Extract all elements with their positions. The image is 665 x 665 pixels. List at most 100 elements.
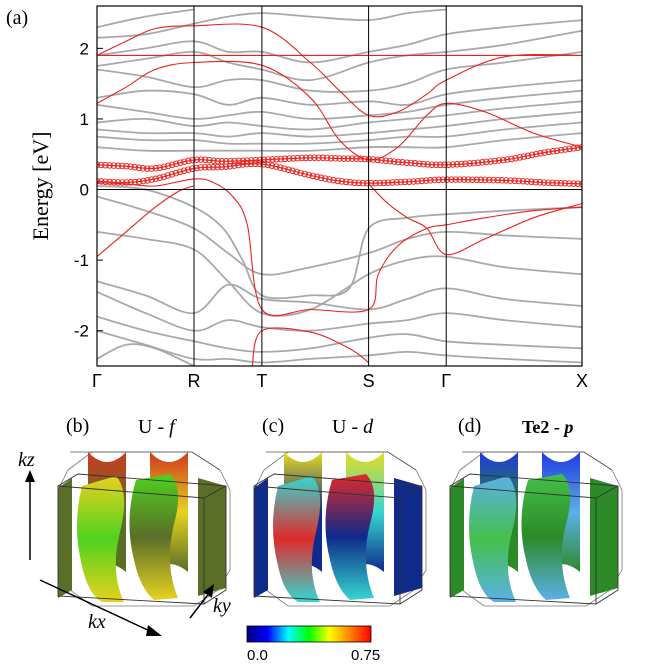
band-weight-marker	[512, 154, 519, 162]
y-tick-label: -1	[74, 251, 89, 270]
kx-axis	[39, 579, 162, 636]
fermi-surface-te2-p	[449, 451, 623, 607]
gray-band-line	[97, 51, 582, 93]
band-weight-marker	[416, 160, 423, 167]
band-weight-marker	[256, 156, 264, 164]
band-weight-marker	[393, 179, 400, 186]
band-weight-marker	[395, 158, 402, 166]
band-weight-marker	[185, 157, 192, 165]
band-weight-marker	[486, 176, 493, 184]
band-weight-marker	[536, 179, 544, 186]
band-weight-marker	[148, 176, 155, 183]
band-weight-marker	[276, 164, 284, 171]
panel-label-d: (d)	[458, 415, 481, 437]
fermi-sheet	[325, 474, 375, 600]
fermi-sheet	[273, 476, 321, 602]
band-weight-marker	[322, 175, 329, 182]
band-weight-marker	[127, 179, 134, 186]
band-weight-marker	[474, 159, 482, 166]
band-weight-marker	[110, 178, 118, 186]
band-weight-marker	[359, 179, 367, 187]
band-weight-marker	[504, 156, 511, 163]
band-weight-marker	[420, 160, 427, 168]
band-weight-marker	[431, 176, 438, 184]
band-weight-marker	[144, 165, 151, 172]
gray-band-line	[97, 89, 582, 120]
band-weight-marker	[570, 180, 577, 187]
band-weight-marker	[260, 161, 267, 168]
brillouin-zone-edge	[266, 451, 417, 471]
fermi-sheet	[254, 478, 268, 598]
panel-label-a: (a)	[6, 7, 28, 29]
band-weight-marker	[252, 160, 259, 168]
band-weight-marker	[176, 168, 184, 176]
band-weight-marker	[226, 162, 234, 170]
band-weight-marker	[222, 163, 230, 170]
band-weight-marker	[427, 177, 434, 184]
band-weight-marker	[422, 177, 430, 184]
band-weight-marker	[390, 158, 398, 165]
band-weight-marker	[557, 179, 565, 187]
band-weight-marker	[481, 176, 489, 184]
band-weight-marker	[197, 164, 204, 171]
band-weight-marker	[357, 155, 364, 163]
band-weight-marker	[570, 145, 577, 152]
band-weight-marker	[273, 155, 280, 163]
band-weight-marker	[281, 155, 289, 163]
panel-label-b: (b)	[66, 415, 89, 437]
fermi-sheet	[58, 478, 72, 598]
gray-band-line	[97, 79, 582, 106]
band-weight-marker	[214, 163, 221, 171]
band-weight-marker	[110, 162, 118, 169]
band-weight-marker	[164, 172, 172, 179]
gray-band-line	[97, 195, 582, 276]
band-weight-marker	[298, 154, 306, 162]
band-weight-marker	[520, 153, 528, 160]
band-weight-marker	[123, 179, 130, 186]
band-weight-marker	[498, 177, 506, 184]
y-tick-label: 2	[80, 39, 89, 58]
band-weight-marker	[205, 163, 213, 171]
band-weight-marker	[524, 152, 532, 160]
band-weight-marker	[437, 161, 444, 169]
band-weight-marker	[201, 156, 209, 164]
band-weight-marker	[418, 177, 426, 185]
band-weight-marker	[218, 163, 225, 171]
gray-band-line	[97, 315, 582, 353]
band-weight-marker	[541, 149, 548, 156]
k-point-label: X	[576, 371, 588, 391]
band-weight-marker	[407, 159, 415, 167]
gray-band-line	[97, 291, 582, 332]
band-weight-marker	[494, 176, 501, 184]
fermi-surface-u-d	[253, 451, 427, 607]
band-weight-marker	[197, 156, 205, 163]
gray-band-line	[97, 329, 582, 364]
band-weight-marker	[189, 165, 196, 172]
band-weight-marker	[424, 161, 431, 168]
fermi-surface-u-f	[57, 451, 231, 607]
band-weight-marker	[177, 159, 184, 166]
band-weight-marker	[338, 178, 346, 185]
band-weight-marker	[528, 178, 535, 186]
band-weight-marker	[511, 177, 518, 185]
band-weight-marker	[561, 180, 569, 187]
band-weight-marker	[458, 160, 465, 168]
band-weight-marker	[102, 178, 109, 185]
band-weight-marker	[469, 176, 476, 183]
band-weight-marker	[160, 163, 168, 171]
gray-band-line	[97, 29, 582, 82]
band-weight-marker	[537, 150, 544, 157]
band-weight-marker	[557, 146, 565, 154]
k-point-label: Γ	[92, 371, 102, 391]
band-weight-marker	[466, 160, 473, 167]
band-weight-marker	[487, 158, 494, 165]
band-weight-marker	[156, 164, 164, 171]
band-weight-marker	[380, 179, 388, 187]
fermi-sheet	[590, 478, 618, 596]
band-weight-marker	[344, 155, 352, 162]
fermi-sheet	[450, 478, 464, 598]
band-weight-marker	[168, 171, 176, 178]
band-weight-marker	[473, 176, 480, 184]
band-weight-marker	[160, 173, 168, 180]
